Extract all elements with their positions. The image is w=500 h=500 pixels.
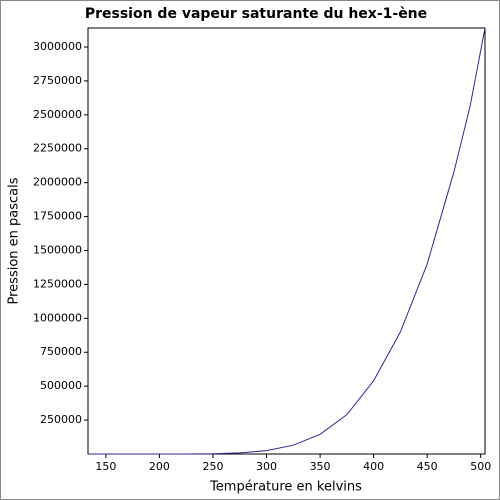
y-tick-label: 2000000 — [33, 176, 82, 189]
x-tick-label: 450 — [417, 460, 438, 473]
y-tick-label: 1000000 — [33, 311, 82, 324]
x-axis-label: Température en kelvins — [209, 480, 362, 495]
y-tick-label: 2500000 — [33, 108, 82, 121]
y-tick-label: 500000 — [40, 379, 82, 392]
y-tick-label: 750000 — [40, 345, 82, 358]
plot-area — [87, 27, 486, 455]
x-tick-label: 300 — [256, 460, 277, 473]
chart-title: Pression de vapeur saturante du hex-1-èn… — [85, 6, 427, 22]
x-tick-label: 500 — [470, 460, 491, 473]
y-tick-label: 1250000 — [33, 277, 82, 290]
y-tick-label: 3000000 — [33, 40, 82, 53]
x-tick-label: 150 — [95, 460, 116, 473]
y-tick-label: 2750000 — [33, 74, 82, 87]
y-tick-label: 1750000 — [33, 210, 82, 223]
y-tick-label: 250000 — [40, 413, 82, 426]
x-tick-label: 250 — [202, 460, 223, 473]
line — [87, 27, 486, 455]
y-tick-label: 1500000 — [33, 243, 82, 256]
x-tick-label: 400 — [363, 460, 384, 473]
x-tick-label: 350 — [310, 460, 331, 473]
y-tick-label: 2250000 — [33, 142, 82, 155]
x-tick-label: 200 — [149, 460, 170, 473]
y-axis-label: Pression en pascals — [7, 177, 22, 304]
